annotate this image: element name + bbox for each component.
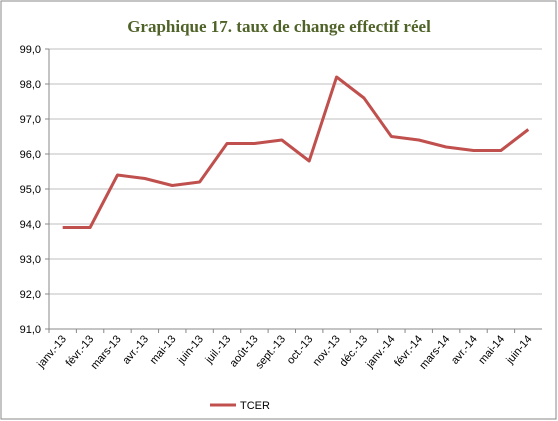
y-tick-label: 95,0 bbox=[20, 184, 41, 196]
y-tick-label: 92,0 bbox=[20, 289, 41, 301]
chart-title: Graphique 17. taux de change effectif ré… bbox=[127, 17, 431, 36]
legend-label: TCER bbox=[240, 400, 270, 412]
y-tick-label: 93,0 bbox=[20, 254, 41, 266]
y-tick-label: 97,0 bbox=[20, 114, 41, 126]
y-tick-label: 94,0 bbox=[20, 219, 41, 231]
y-tick-label: 99,0 bbox=[20, 44, 41, 56]
y-tick-label: 91,0 bbox=[20, 324, 41, 336]
line-series bbox=[62, 75, 530, 229]
y-tick-label: 98,0 bbox=[20, 79, 41, 91]
y-tick-label: 96,0 bbox=[20, 149, 41, 161]
